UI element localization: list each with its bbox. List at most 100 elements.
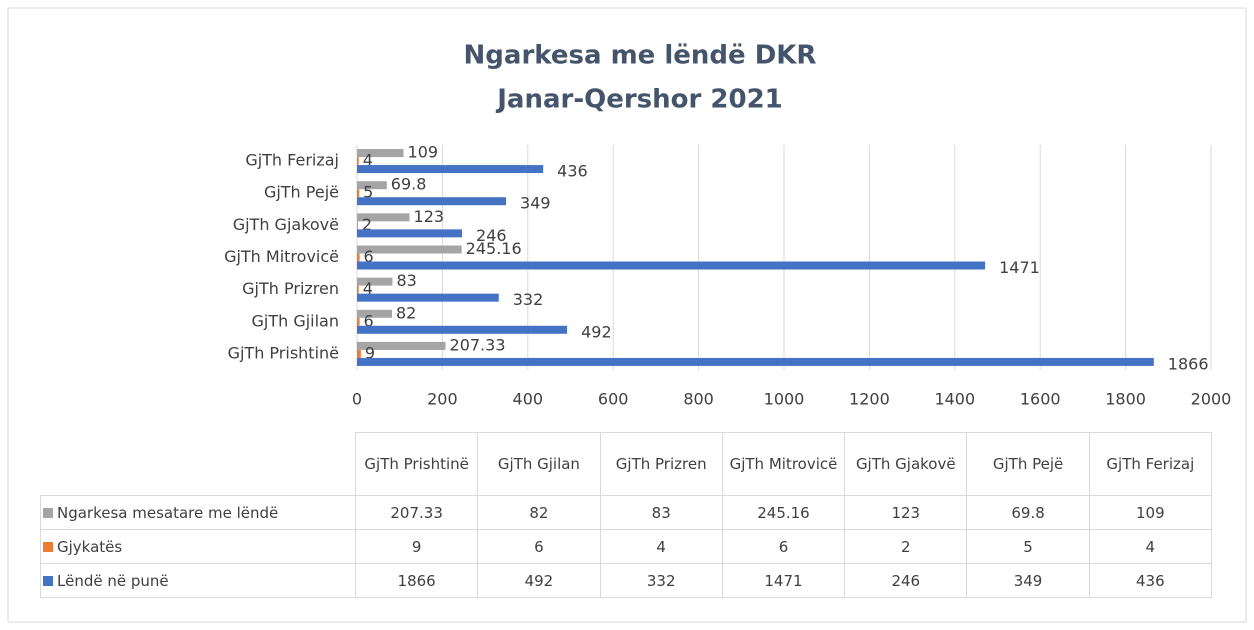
value-cell: 6 <box>721 529 846 564</box>
bar <box>357 221 358 230</box>
header-cell: GjTh Mitrovicë <box>721 432 846 496</box>
data-label: 69.8 <box>391 175 427 194</box>
bar <box>357 213 410 222</box>
data-label: 207.33 <box>450 335 506 354</box>
x-tick-label: 400 <box>513 390 544 409</box>
data-label: 4 <box>363 151 373 170</box>
data-label: 1471 <box>999 258 1040 277</box>
bar <box>357 189 360 198</box>
value-cell: 246 <box>844 563 968 598</box>
data-label: 4 <box>363 279 373 298</box>
bar <box>357 317 360 326</box>
header-cell: GjTh Prizren <box>599 432 723 496</box>
value-cell: 9 <box>354 529 479 564</box>
x-tick-label: 1000 <box>764 390 805 409</box>
x-tick-label: 200 <box>427 390 458 409</box>
x-tick-label: 2000 <box>1191 390 1232 409</box>
bar <box>357 261 986 270</box>
header-cell: GjTh Gjilan <box>477 432 601 496</box>
value-cell: 5 <box>966 529 1090 564</box>
bar <box>357 309 393 318</box>
bar <box>357 349 361 358</box>
x-tick-label: 1200 <box>849 390 890 409</box>
x-tick-label: 600 <box>598 390 629 409</box>
data-label: 109 <box>408 143 439 162</box>
value-cell: 69.8 <box>966 495 1090 530</box>
chart-frame <box>7 7 1247 623</box>
bar <box>357 181 387 190</box>
x-tick-label: 800 <box>683 390 714 409</box>
data-label: 245.16 <box>466 239 522 258</box>
legend-key <box>43 507 53 518</box>
y-tick-label: GjTh Ferizaj <box>245 151 339 170</box>
value-cell: 1471 <box>721 563 846 598</box>
legend-label: Gjykatës <box>57 537 123 556</box>
y-tick-label: GjTh Gjakovë <box>233 215 339 234</box>
bar <box>357 357 1154 366</box>
data-label: 6 <box>364 311 374 330</box>
bar <box>357 197 507 206</box>
y-tick-label: GjTh Prizren <box>242 279 339 298</box>
bar <box>357 341 446 350</box>
bar <box>357 149 404 158</box>
y-tick-label: GjTh Mitrovicë <box>224 247 339 266</box>
value-cell: 492 <box>477 563 601 598</box>
data-table: GjTh Prishtinë GjTh Gjilan GjTh Prizren GjT… <box>40 432 1212 598</box>
x-tick-label: 1800 <box>1105 390 1146 409</box>
data-label: 82 <box>396 303 416 322</box>
header-cell: GjTh Prishtinë <box>354 432 479 496</box>
data-label: 2 <box>362 215 372 234</box>
legend-key <box>43 575 53 586</box>
chart-subtitle: Janar-Qershor 2021 <box>495 85 783 115</box>
data-label: 246 <box>476 226 507 245</box>
y-tick-label: GjTh Prishtinë <box>228 343 339 362</box>
bar <box>357 293 499 302</box>
legend-label: Ngarkesa mesatare me lëndë <box>57 503 279 522</box>
data-label: 123 <box>414 207 445 226</box>
series-cell: Gjykatës <box>40 529 356 564</box>
x-tick-label: 1600 <box>1020 390 1061 409</box>
value-cell: 207.33 <box>354 495 479 530</box>
data-label: 5 <box>363 183 373 202</box>
table-row: Ngarkesa mesatare me lëndë 207.33 82 83 245.… <box>40 495 1212 530</box>
bar <box>357 325 568 334</box>
value-cell: 123 <box>844 495 968 530</box>
legend-label: Lëndë në punë <box>57 571 169 590</box>
series-cell: Lëndë në punë <box>40 563 356 598</box>
value-cell: 4 <box>1088 529 1212 564</box>
header-cell: GjTh Pejë <box>966 432 1090 496</box>
header-cell: GjTh Ferizaj <box>1088 432 1212 496</box>
table-row: Lëndë në punë 1866 492 332 1471 246 349 436 <box>40 563 1212 598</box>
data-label: 83 <box>396 271 416 290</box>
bar <box>357 253 360 262</box>
value-cell: 2 <box>844 529 968 564</box>
bar <box>357 245 462 254</box>
header-cell: GjTh Gjakovë <box>844 432 968 496</box>
x-tick-label: 0 <box>352 390 362 409</box>
value-cell: 109 <box>1088 495 1212 530</box>
data-label: 492 <box>581 322 612 341</box>
header-row: GjTh Prishtinë GjTh Gjilan GjTh Prizren GjT… <box>41 432 1212 496</box>
data-label: 6 <box>364 247 374 266</box>
blank-cell <box>41 433 356 496</box>
bar <box>357 157 359 166</box>
series-cell: Ngarkesa mesatare me lëndë <box>40 495 356 530</box>
value-cell: 332 <box>599 563 723 598</box>
value-cell: 6 <box>477 529 601 564</box>
value-cell: 4 <box>599 529 723 564</box>
bar <box>357 277 393 286</box>
value-cell: 245.16 <box>721 495 846 530</box>
bar <box>357 285 359 294</box>
chart-title: Ngarkesa me lëndë DKR <box>464 41 817 71</box>
y-tick-label: GjTh Gjilan <box>251 311 339 330</box>
data-label: 1866 <box>1168 354 1209 373</box>
x-tick-label: 1400 <box>934 390 975 409</box>
value-cell: 436 <box>1088 563 1212 598</box>
value-cell: 349 <box>966 563 1090 598</box>
bar <box>357 229 463 238</box>
legend-key <box>43 541 53 552</box>
value-cell: 83 <box>599 495 723 530</box>
value-cell: 1866 <box>354 563 479 598</box>
